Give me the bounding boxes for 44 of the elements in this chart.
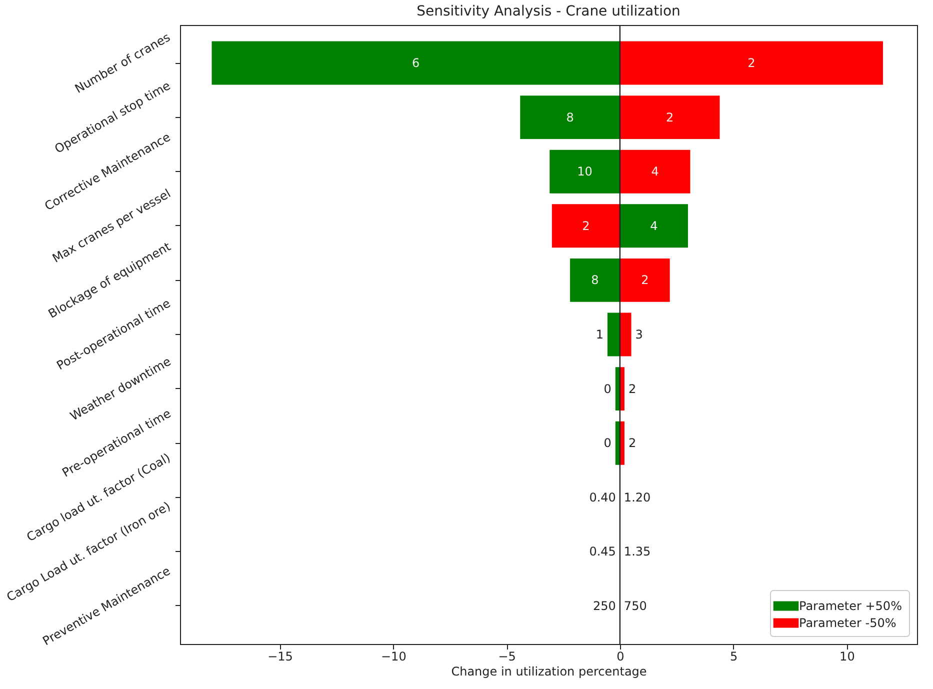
annotation: 3 bbox=[635, 328, 643, 342]
annotation: 750 bbox=[624, 598, 647, 613]
annotation: 2 bbox=[666, 110, 674, 124]
x-tick-label: −15 bbox=[268, 650, 293, 664]
bar bbox=[620, 258, 670, 302]
annotation: 2 bbox=[748, 56, 756, 70]
bar bbox=[212, 41, 620, 85]
bar bbox=[620, 204, 688, 248]
annotation: 1 bbox=[596, 328, 604, 342]
x-tick-label: 10 bbox=[840, 650, 855, 664]
annotation: 0.45 bbox=[589, 544, 616, 559]
bar bbox=[620, 150, 690, 194]
legend-label: Parameter +50% bbox=[799, 599, 902, 613]
annotation: 1.20 bbox=[624, 490, 651, 504]
annotation: 0 bbox=[604, 436, 612, 450]
bar bbox=[550, 150, 620, 194]
annotation: 1.35 bbox=[624, 544, 651, 559]
x-tick-label: −5 bbox=[498, 650, 516, 664]
bar bbox=[520, 96, 620, 140]
annotation: 2 bbox=[641, 273, 649, 288]
bar bbox=[620, 96, 720, 140]
annotation: 0 bbox=[604, 382, 612, 396]
annotation: 250 bbox=[593, 598, 616, 613]
annotation: 4 bbox=[651, 164, 659, 179]
annotation: 6 bbox=[412, 56, 420, 70]
annotation: 8 bbox=[566, 110, 574, 124]
annotation: 4 bbox=[650, 218, 658, 233]
annotation: 2 bbox=[582, 218, 590, 233]
bar bbox=[620, 312, 632, 356]
annotation: 0.40 bbox=[589, 490, 616, 504]
annotation: 10 bbox=[577, 164, 592, 179]
chart-title: Sensitivity Analysis - Crane utilization bbox=[416, 3, 680, 20]
annotation: 2 bbox=[628, 436, 636, 450]
x-tick-label: 5 bbox=[730, 650, 738, 664]
annotation: 2 bbox=[628, 382, 636, 396]
bar bbox=[552, 204, 620, 248]
x-tick-label: 0 bbox=[616, 650, 624, 664]
legend-label: Parameter -50% bbox=[799, 616, 896, 630]
x-tick-label: −10 bbox=[381, 650, 406, 664]
bar bbox=[607, 312, 620, 356]
bar bbox=[620, 41, 883, 85]
x-axis-title: Change in utilization percentage bbox=[451, 664, 647, 678]
annotation: 8 bbox=[591, 273, 599, 288]
bar bbox=[570, 258, 620, 302]
